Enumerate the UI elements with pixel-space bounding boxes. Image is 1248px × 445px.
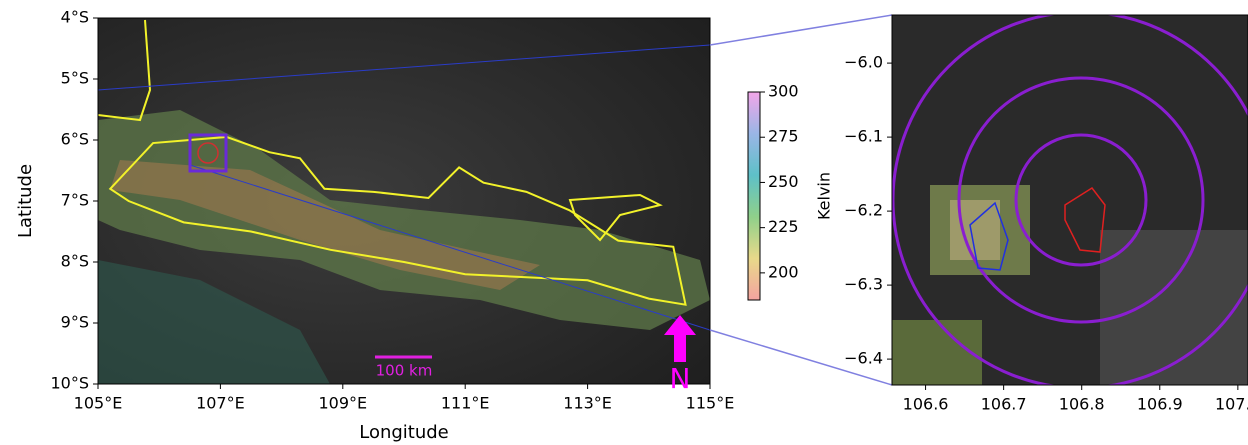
y-tick-label: 4°S (61, 8, 89, 27)
x-tick-label: 106.7 (981, 395, 1027, 414)
y-tick-label: 8°S (61, 252, 89, 271)
y-tick-label: −6.4 (844, 349, 883, 368)
x-tick-label: 106.8 (1059, 395, 1105, 414)
y-tick-label: 7°S (61, 191, 89, 210)
colorbar (748, 92, 760, 300)
y-tick-label: 9°S (61, 313, 89, 332)
x-axis-label: Longitude (359, 422, 449, 443)
colorbar-tick-label: 200 (768, 262, 799, 281)
cloud-pixels (892, 320, 982, 385)
y-tick-label: 5°S (61, 69, 89, 88)
x-tick-label: 115°E (686, 394, 735, 413)
y-tick-label: 10°S (50, 374, 89, 393)
colorbar-tick-label: 275 (768, 127, 799, 146)
colorbar-tick-label: 225 (768, 217, 799, 236)
y-tick-label: −6.3 (844, 275, 883, 294)
x-tick-label: 109°E (318, 394, 367, 413)
x-tick-label: 107.0 (1215, 395, 1248, 414)
y-tick-label: −6.1 (844, 127, 883, 146)
inset-panel (892, 12, 1248, 388)
x-tick-label: 107°E (196, 394, 245, 413)
colorbar-tick-label: 300 (768, 82, 799, 101)
x-tick-label: 113°E (563, 394, 612, 413)
colorbar-tick-label: 250 (768, 172, 799, 191)
x-tick-label: 111°E (441, 394, 490, 413)
scale-bar-label: 100 km (376, 362, 433, 380)
figure: 100 km N Longitude Latitude Kelvin 105°E… (0, 0, 1248, 445)
north-label: N (670, 362, 691, 395)
y-tick-label: −6.2 (844, 201, 883, 220)
connector (710, 15, 892, 45)
map-panel (98, 18, 710, 384)
colorbar-label: Kelvin (815, 172, 834, 220)
y-tick-label: −6.0 (844, 53, 883, 72)
x-tick-label: 106.6 (903, 395, 949, 414)
x-tick-label: 105°E (74, 394, 123, 413)
y-tick-label: 6°S (61, 130, 89, 149)
y-axis-label: Latitude (15, 164, 36, 238)
x-tick-label: 106.9 (1137, 395, 1183, 414)
